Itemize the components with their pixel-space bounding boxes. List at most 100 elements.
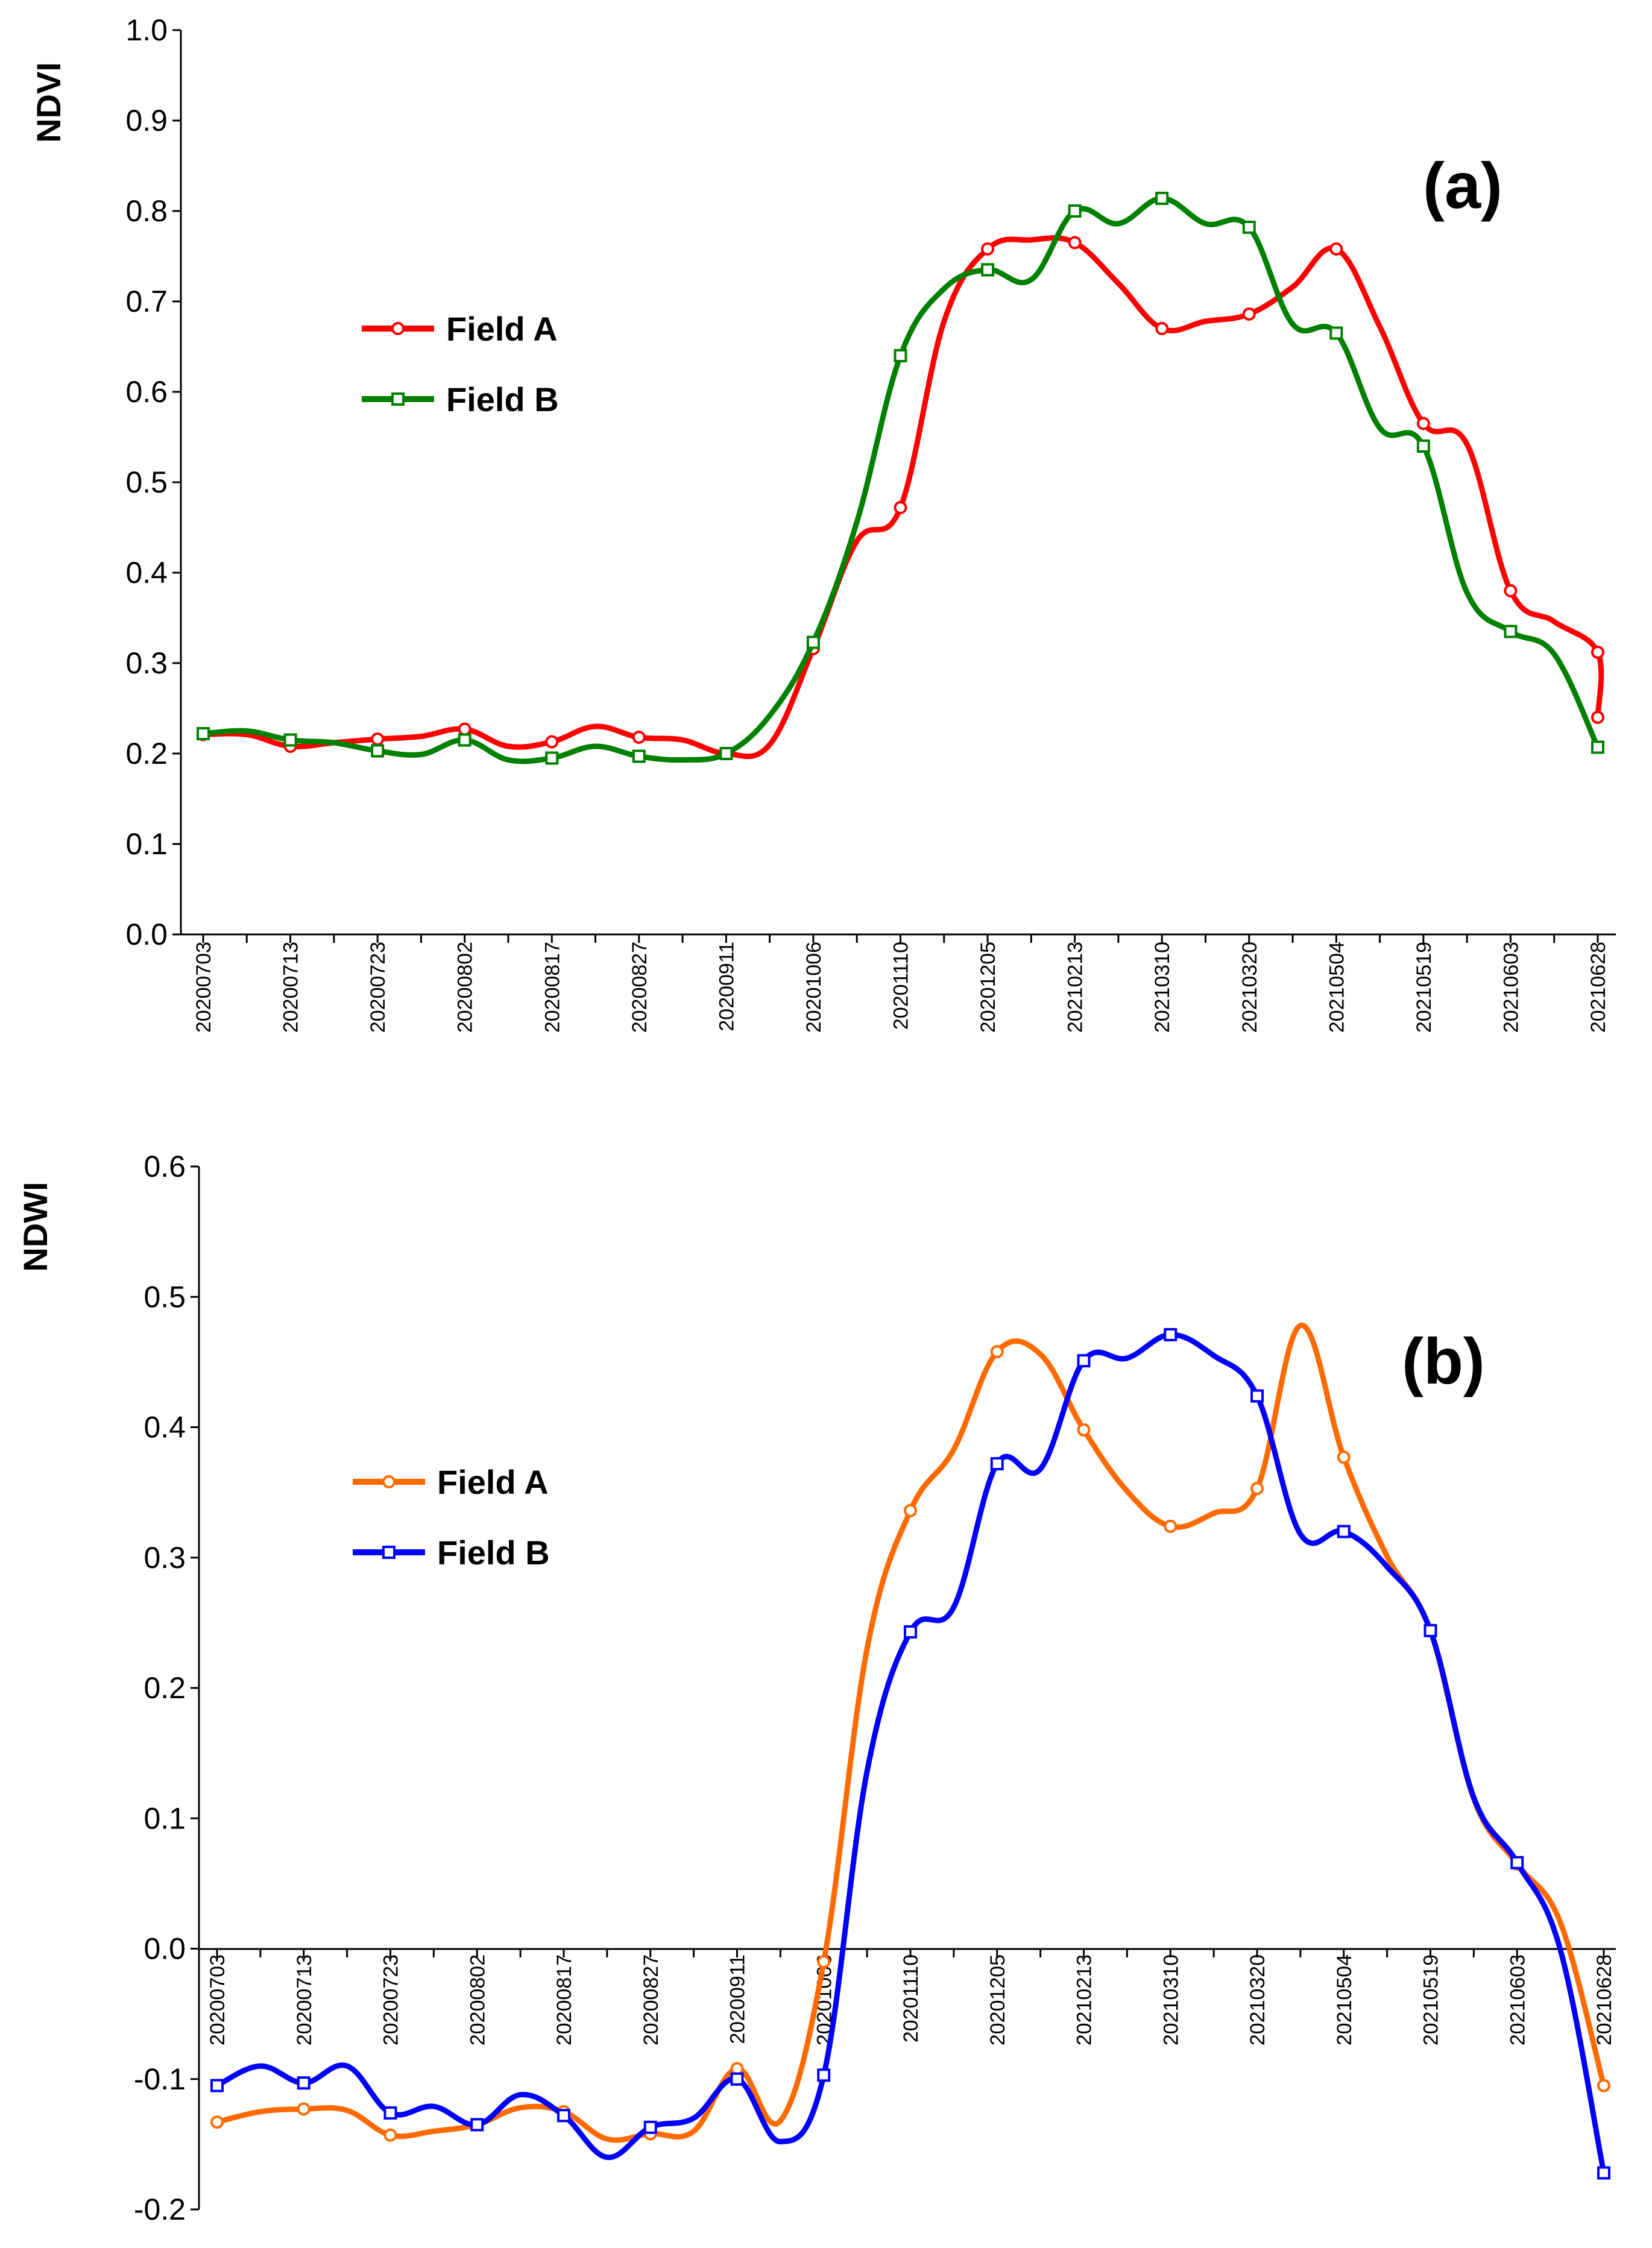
data-point bbox=[210, 2115, 224, 2129]
y-tick-label: 0.1 bbox=[143, 1801, 186, 1835]
y-tick-label: 0.0 bbox=[143, 1932, 186, 1966]
data-point bbox=[643, 2120, 657, 2134]
data-point bbox=[1597, 2079, 1610, 2092]
x-tick-label: 20200713 bbox=[280, 942, 303, 1033]
x-tick-label: 20210628 bbox=[1593, 1954, 1616, 2045]
data-point bbox=[283, 733, 297, 747]
data-point bbox=[1155, 192, 1169, 205]
panel-label: (a) bbox=[1423, 149, 1502, 222]
data-point bbox=[1242, 221, 1256, 234]
x-tick-label: 20200723 bbox=[380, 1954, 403, 2045]
data-point bbox=[1597, 2166, 1610, 2180]
y-axis-title: NDWI bbox=[16, 1182, 54, 1271]
data-point bbox=[371, 732, 385, 746]
data-point bbox=[1416, 439, 1430, 453]
series-field-b bbox=[197, 192, 1604, 765]
data-point bbox=[1077, 1354, 1091, 1368]
x-tick-label: 20200703 bbox=[192, 942, 215, 1033]
data-point bbox=[297, 2076, 311, 2090]
x-tick-label: 20210519 bbox=[1420, 1954, 1443, 2045]
x-ticks: 20200703 20200713 20200723 20200802 20200817… bbox=[192, 934, 1610, 1033]
x-tick-label: 20200802 bbox=[454, 942, 477, 1033]
legend-label-field-a: Field A bbox=[437, 1463, 549, 1501]
y-tick-label: 0.8 bbox=[125, 194, 168, 228]
data-point bbox=[1591, 740, 1604, 754]
y-tick-label: 0.9 bbox=[125, 104, 168, 137]
data-point bbox=[1329, 326, 1343, 340]
data-point bbox=[545, 735, 559, 749]
x-tick-label: 20201205 bbox=[986, 1954, 1009, 2045]
y-tick-label: -0.2 bbox=[134, 2193, 186, 2226]
x-tick-label: 20201110 bbox=[900, 1954, 922, 2042]
data-point bbox=[1423, 1623, 1437, 1637]
series-field-a bbox=[197, 235, 1604, 760]
x-tick-label: 20210504 bbox=[1333, 1954, 1356, 2045]
data-point bbox=[1510, 1856, 1524, 1869]
x-ticks: 20200703 20200713 20200723 20200802 20200817… bbox=[206, 1949, 1616, 2045]
x-tick-label: 20210519 bbox=[1413, 942, 1436, 1033]
x-tick-label: 20201006 bbox=[802, 942, 825, 1033]
data-point bbox=[1416, 417, 1430, 430]
data-point bbox=[730, 2072, 744, 2086]
y-ticks: 0.0 0.1 0.2 0.3 0.4 0.5 0.6 0.7 0.8 0.9 1.0 bbox=[125, 13, 181, 951]
x-tick-label: 20200911 bbox=[727, 1954, 749, 2044]
x-tick-label: 20200911 bbox=[715, 942, 738, 1031]
y-tick-label: 0.7 bbox=[125, 285, 168, 318]
data-point bbox=[990, 1345, 1004, 1359]
legend-marker-field-a bbox=[382, 1475, 396, 1488]
y-tick-label: -0.1 bbox=[134, 2062, 186, 2096]
data-point bbox=[383, 2106, 397, 2120]
data-point bbox=[817, 1955, 831, 1969]
x-tick-label: 20210310 bbox=[1159, 1954, 1182, 2045]
data-point bbox=[458, 722, 471, 736]
legend-item-field-b: Field B bbox=[353, 1534, 550, 1572]
legend-marker-field-b bbox=[391, 392, 405, 406]
data-point bbox=[1329, 242, 1343, 256]
x-tick-label: 20210628 bbox=[1587, 942, 1610, 1033]
x-tick-label: 20210213 bbox=[1073, 1954, 1096, 2045]
legend-label-field-b: Field B bbox=[437, 1534, 550, 1572]
x-tick-label: 20200723 bbox=[367, 942, 389, 1033]
data-point bbox=[458, 733, 471, 747]
legend-item-field-a: Field A bbox=[362, 310, 558, 348]
data-point bbox=[1068, 204, 1082, 218]
y-ticks: -0.2 -0.1 0.0 0.1 0.2 0.3 0.4 0.5 0.6 bbox=[134, 1150, 199, 2226]
x-tick-label: 20200703 bbox=[206, 1954, 229, 2045]
y-tick-label: 0.1 bbox=[125, 827, 168, 861]
data-point bbox=[197, 727, 210, 740]
data-point bbox=[1591, 711, 1604, 724]
y-tick-label: 0.3 bbox=[125, 646, 168, 680]
legend: Field A Field B bbox=[353, 1463, 550, 1572]
data-point bbox=[632, 731, 646, 744]
x-tick-label: 20200827 bbox=[628, 942, 651, 1033]
data-point bbox=[1068, 236, 1082, 250]
data-point bbox=[990, 1457, 1004, 1471]
data-point bbox=[470, 2118, 484, 2132]
x-tick-label: 20200817 bbox=[541, 942, 564, 1033]
data-point bbox=[904, 1503, 917, 1517]
series-line bbox=[214, 1332, 1607, 2176]
y-tick-label: 0.6 bbox=[125, 375, 168, 409]
data-point bbox=[806, 635, 820, 649]
legend-item-field-b: Field B bbox=[362, 380, 559, 418]
legend-label-field-b: Field B bbox=[446, 380, 559, 418]
x-tick-label: 20210603 bbox=[1499, 942, 1522, 1033]
data-point bbox=[1337, 1525, 1351, 1538]
y-tick-label: 1.0 bbox=[125, 13, 168, 47]
series-line bbox=[200, 195, 1601, 764]
x-tick-label: 20210320 bbox=[1238, 942, 1261, 1033]
data-point bbox=[1077, 1423, 1091, 1437]
data-point bbox=[1504, 584, 1518, 597]
y-tick-label: 0.6 bbox=[143, 1150, 186, 1183]
legend-marker-field-b bbox=[382, 1546, 396, 1559]
x-tick-label: 20201110 bbox=[890, 942, 913, 1030]
series-line bbox=[200, 235, 1604, 760]
x-tick-label: 20200817 bbox=[553, 1954, 576, 2045]
x-tick-label: 20210603 bbox=[1506, 1954, 1529, 2045]
series-field-b bbox=[210, 1327, 1610, 2180]
legend-item-field-a: Field A bbox=[353, 1463, 549, 1501]
data-point bbox=[210, 2079, 224, 2092]
legend: Field A Field B bbox=[362, 310, 559, 418]
legend-marker-field-a bbox=[391, 322, 405, 335]
